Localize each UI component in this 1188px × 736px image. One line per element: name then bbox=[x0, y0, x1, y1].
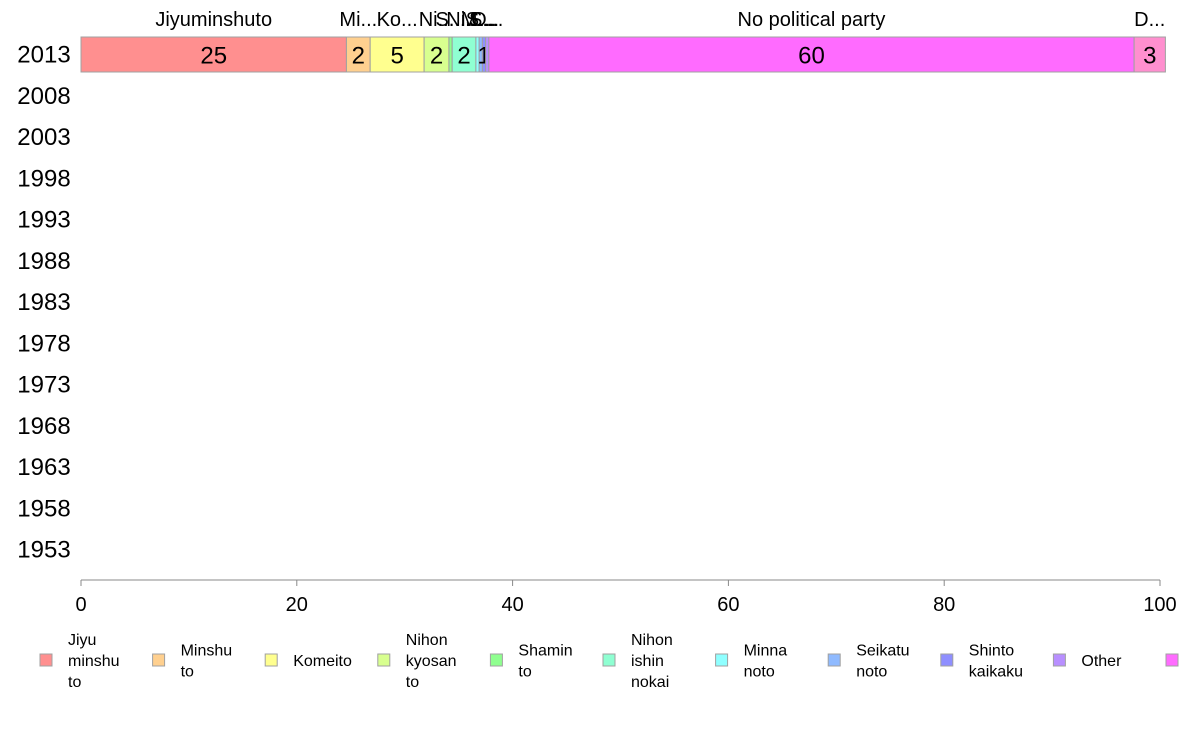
legend-swatch bbox=[264, 653, 278, 667]
y-tick-label: 1978 bbox=[17, 330, 70, 357]
x-tick-label: 80 bbox=[933, 594, 955, 616]
bar-segment bbox=[80, 36, 347, 73]
legend-label: Seikatu noto bbox=[856, 643, 909, 681]
legend-swatch bbox=[152, 653, 166, 667]
legend-swatch bbox=[940, 653, 954, 667]
y-tick-label: 1968 bbox=[17, 413, 70, 440]
y-tick-label: 1963 bbox=[17, 454, 70, 481]
data-label: 2 bbox=[352, 43, 365, 70]
segment-top-label: S... bbox=[436, 9, 466, 31]
x-tick-label: 20 bbox=[286, 594, 308, 616]
legend-swatch bbox=[1165, 653, 1179, 667]
y-tick-label: 2013 bbox=[17, 42, 70, 69]
legend-swatch bbox=[715, 653, 729, 667]
segment-top-label: No political party bbox=[738, 9, 886, 31]
legend: Jiyu minshu to Minshu to Komeito Nihon kyosan to… bbox=[39, 632, 1179, 691]
data-label: 3 bbox=[1143, 43, 1156, 70]
legend-swatch bbox=[1052, 653, 1066, 667]
segment-top-label: S... bbox=[469, 9, 499, 31]
x-axis: 0 20 40 60 80 100 bbox=[75, 579, 1177, 616]
y-tick-label: 1983 bbox=[17, 289, 70, 316]
data-label: 2 bbox=[430, 43, 443, 70]
bar-segment bbox=[1133, 36, 1166, 73]
legend-label: Nihon ishin nokai bbox=[631, 632, 673, 691]
y-tick-label: 2008 bbox=[17, 83, 70, 110]
segment-top-label: O... bbox=[471, 9, 503, 31]
legend-label: Nihon kyosan to bbox=[406, 632, 457, 691]
segment-top-label: M... bbox=[461, 9, 494, 31]
y-tick-label: 1993 bbox=[17, 207, 70, 234]
y-tick-label: 1958 bbox=[17, 495, 70, 522]
segment-top-label: Ko... bbox=[377, 9, 418, 31]
segment-top-label: Mi... bbox=[339, 9, 377, 31]
x-tick-label: 0 bbox=[75, 594, 86, 616]
data-label: 60 bbox=[798, 43, 825, 70]
legend-label: Jiyu minshu to bbox=[68, 632, 120, 691]
legend-label: Other bbox=[1081, 653, 1122, 670]
legend-label: Shinto kaikaku bbox=[969, 643, 1023, 681]
legend-swatch bbox=[39, 653, 53, 667]
y-tick-label: 1973 bbox=[17, 372, 70, 399]
segment-top-label: Jiyuminshuto bbox=[155, 9, 272, 31]
legend-swatch bbox=[489, 653, 503, 667]
legend-label: Minshu to bbox=[181, 643, 233, 681]
y-tick-label: 1988 bbox=[17, 248, 70, 275]
bars-layer: 25 2 5 2 2 1 60 3 bbox=[80, 36, 1166, 73]
y-tick-label: 1998 bbox=[17, 165, 70, 192]
legend-label: Minna noto bbox=[744, 643, 788, 681]
bar-segment bbox=[488, 36, 1135, 73]
segment-top-label: Ni... bbox=[419, 9, 455, 31]
segment-top-label: D... bbox=[1134, 9, 1165, 31]
data-label: 5 bbox=[390, 43, 403, 70]
x-tick-label: 100 bbox=[1143, 594, 1176, 616]
bar-segment bbox=[423, 36, 450, 73]
segment-top-label: S... bbox=[466, 9, 496, 31]
data-label: 25 bbox=[200, 43, 227, 70]
legend-label: Shamin to bbox=[518, 643, 572, 681]
legend-swatch bbox=[602, 653, 616, 667]
x-tick-label: 60 bbox=[717, 594, 739, 616]
bar-segment bbox=[369, 36, 425, 73]
y-tick-label: 1953 bbox=[17, 537, 70, 564]
x-tick-label: 40 bbox=[501, 594, 523, 616]
segment-top-label: Ni... bbox=[446, 9, 482, 31]
top-labels-layer: Jiyuminshuto Mi... Ko... Ni...S...Ni...M...… bbox=[155, 9, 1165, 31]
legend-swatch bbox=[827, 653, 841, 667]
legend-swatch bbox=[377, 653, 391, 667]
legend-label: Komeito bbox=[293, 653, 352, 670]
y-tick-label: 2003 bbox=[17, 124, 70, 151]
data-label: 2 bbox=[457, 43, 470, 70]
y-axis-labels: 2013 2008 2003 1998 1993 1988 1983 1978 1973 1968… bbox=[17, 42, 70, 564]
